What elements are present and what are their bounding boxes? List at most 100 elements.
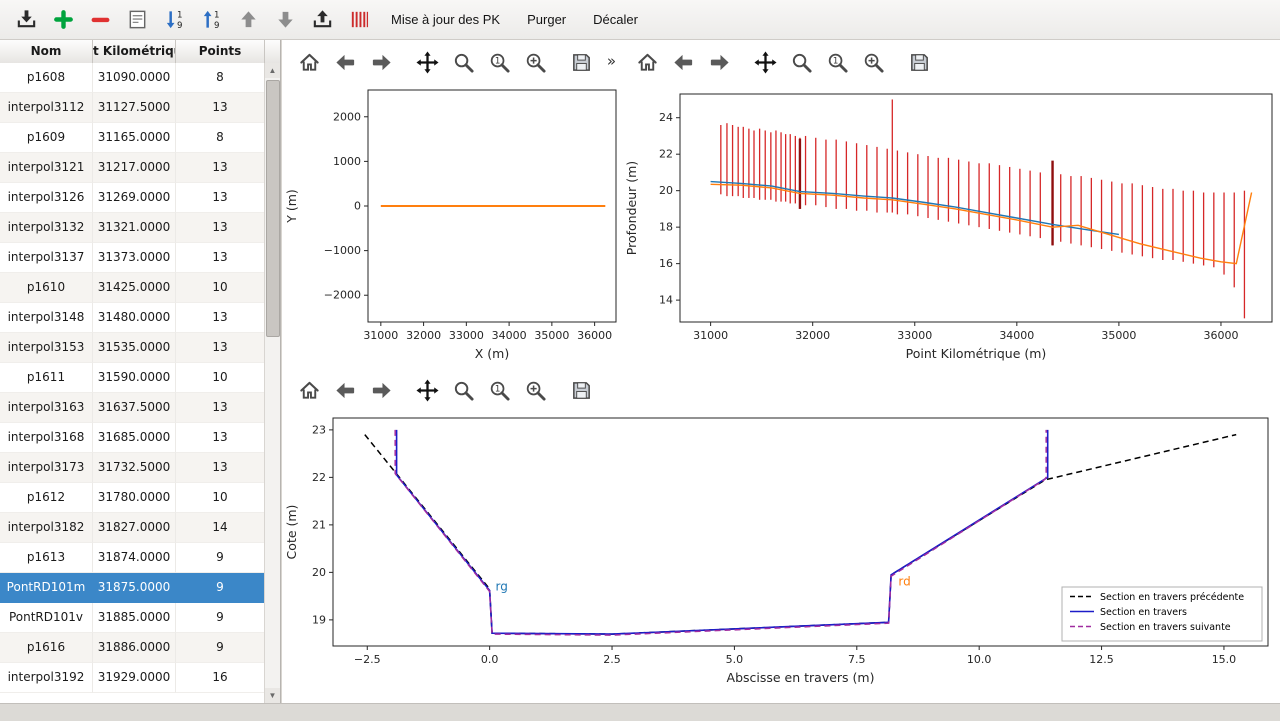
- table-scrollbar[interactable]: ▲ ▼: [264, 63, 280, 703]
- menu-item-purger[interactable]: Purger: [518, 8, 575, 31]
- table-row[interactable]: p160931165.00008: [0, 123, 265, 153]
- table-row[interactable]: interpol315331535.000013: [0, 333, 265, 363]
- table-row[interactable]: interpol316331637.500013: [0, 393, 265, 423]
- zoom-button[interactable]: [450, 377, 477, 404]
- forward-icon: [708, 51, 731, 74]
- table-cell: 9: [176, 543, 265, 573]
- table-cell: interpol3121: [0, 153, 93, 183]
- column-header-points[interactable]: Points: [176, 40, 265, 63]
- table-cell: 31886.0000: [93, 633, 176, 663]
- table-row[interactable]: interpol312131217.000013: [0, 153, 265, 183]
- menu-item-mise-a-jour-pk[interactable]: Mise à jour des PK: [382, 8, 509, 31]
- table-cell: p1608: [0, 63, 93, 93]
- table-row[interactable]: interpol311231127.500013: [0, 93, 265, 123]
- table-row[interactable]: interpol316831685.000013: [0, 423, 265, 453]
- scroll-down-icon[interactable]: ▼: [265, 688, 280, 703]
- minus-icon: [89, 8, 112, 31]
- zoom-plus-button[interactable]: [522, 377, 549, 404]
- svg-text:15.0: 15.0: [1212, 653, 1237, 666]
- table-cell: 31874.0000: [93, 543, 176, 573]
- table-row[interactable]: p161631886.00009: [0, 633, 265, 663]
- table-row[interactable]: interpol313731373.000013: [0, 243, 265, 273]
- column-header-point-kilometrique[interactable]: t Kilométriqu: [93, 40, 176, 63]
- table-row[interactable]: interpol314831480.000013: [0, 303, 265, 333]
- export-button[interactable]: [308, 6, 336, 34]
- save-button[interactable]: [568, 49, 595, 76]
- back-icon: [334, 51, 357, 74]
- remove-section-button[interactable]: [86, 6, 114, 34]
- toolbar-overflow-chevron[interactable]: »: [607, 52, 616, 70]
- forward-button[interactable]: [706, 49, 733, 76]
- home-button[interactable]: [296, 49, 323, 76]
- svg-text:Profondeur (m): Profondeur (m): [624, 161, 639, 255]
- svg-text:10.0: 10.0: [967, 653, 992, 666]
- import-button[interactable]: [12, 6, 40, 34]
- zoom-one-button[interactable]: [486, 49, 513, 76]
- table-cell: 8: [176, 63, 265, 93]
- pan-button[interactable]: [414, 49, 441, 76]
- table-row[interactable]: interpol313231321.000013: [0, 213, 265, 243]
- sort-ascending-button[interactable]: [197, 6, 225, 34]
- arrow-down-icon: [274, 8, 297, 31]
- zoom-button[interactable]: [450, 49, 477, 76]
- scrollbar-thumb[interactable]: [266, 80, 280, 337]
- zoom-plus-button[interactable]: [522, 49, 549, 76]
- cross-section-chart-toolbar: [296, 374, 618, 406]
- cross-section-chart[interactable]: −2.50.02.55.07.510.012.515.01920212223Ab…: [282, 406, 1280, 703]
- home-button[interactable]: [634, 49, 661, 76]
- svg-text:Section en travers: Section en travers: [1100, 607, 1187, 618]
- table-row[interactable]: interpol317331732.500013: [0, 453, 265, 483]
- table-row[interactable]: p161331874.00009: [0, 543, 265, 573]
- forward-button[interactable]: [368, 49, 395, 76]
- svg-text:0.0: 0.0: [481, 653, 499, 666]
- zoom-one-icon: [488, 51, 511, 74]
- table-cell: 31090.0000: [93, 63, 176, 93]
- sort-ascending-icon: [200, 8, 223, 31]
- svg-text:31000: 31000: [363, 329, 398, 342]
- add-section-button[interactable]: [49, 6, 77, 34]
- save-button[interactable]: [906, 49, 933, 76]
- longitudinal-profile-chart[interactable]: 3100032000330003400035000360001416182022…: [622, 82, 1280, 374]
- column-header-nom[interactable]: Nom: [0, 40, 93, 63]
- svg-text:7.5: 7.5: [848, 653, 866, 666]
- move-down-button[interactable]: [271, 6, 299, 34]
- table-row[interactable]: interpol318231827.000014: [0, 513, 265, 543]
- table-row[interactable]: PontRD101v31885.00009: [0, 603, 265, 633]
- table-cell: interpol3153: [0, 333, 93, 363]
- table-row[interactable]: interpol319231929.000016: [0, 663, 265, 693]
- back-button[interactable]: [332, 49, 359, 76]
- charts-panel: » 310003200033000340003500036000−2000−10…: [282, 40, 1280, 703]
- table-cell: 13: [176, 243, 265, 273]
- table-cell: interpol3132: [0, 213, 93, 243]
- menu-item-decaler[interactable]: Décaler: [584, 8, 647, 31]
- plan-view-chart[interactable]: 310003200033000340003500036000−2000−1000…: [282, 82, 622, 374]
- edit-form-button[interactable]: [123, 6, 151, 34]
- move-up-button[interactable]: [234, 6, 262, 34]
- zoom-button[interactable]: [788, 49, 815, 76]
- table-cell: interpol3192: [0, 663, 93, 693]
- forward-button[interactable]: [368, 377, 395, 404]
- table-row[interactable]: p161031425.000010: [0, 273, 265, 303]
- zoom-one-button[interactable]: [486, 377, 513, 404]
- svg-text:21: 21: [312, 518, 326, 531]
- svg-text:33000: 33000: [449, 329, 484, 342]
- arrow-up-icon: [237, 8, 260, 31]
- sort-descending-button[interactable]: [160, 6, 188, 34]
- scroll-up-icon[interactable]: ▲: [265, 63, 280, 78]
- table-row[interactable]: p160831090.00008: [0, 63, 265, 93]
- pan-button[interactable]: [752, 49, 779, 76]
- svg-text:14: 14: [659, 294, 673, 307]
- pan-button[interactable]: [414, 377, 441, 404]
- sections-button[interactable]: [345, 6, 373, 34]
- home-button[interactable]: [296, 377, 323, 404]
- table-row[interactable]: PontRD101m31875.00009: [0, 573, 265, 603]
- table-row[interactable]: p161131590.000010: [0, 363, 265, 393]
- svg-text:22: 22: [659, 148, 673, 161]
- back-button[interactable]: [670, 49, 697, 76]
- table-row[interactable]: p161231780.000010: [0, 483, 265, 513]
- save-button[interactable]: [568, 377, 595, 404]
- zoom-one-button[interactable]: [824, 49, 851, 76]
- table-row[interactable]: interpol312631269.000013: [0, 183, 265, 213]
- zoom-plus-button[interactable]: [860, 49, 887, 76]
- back-button[interactable]: [332, 377, 359, 404]
